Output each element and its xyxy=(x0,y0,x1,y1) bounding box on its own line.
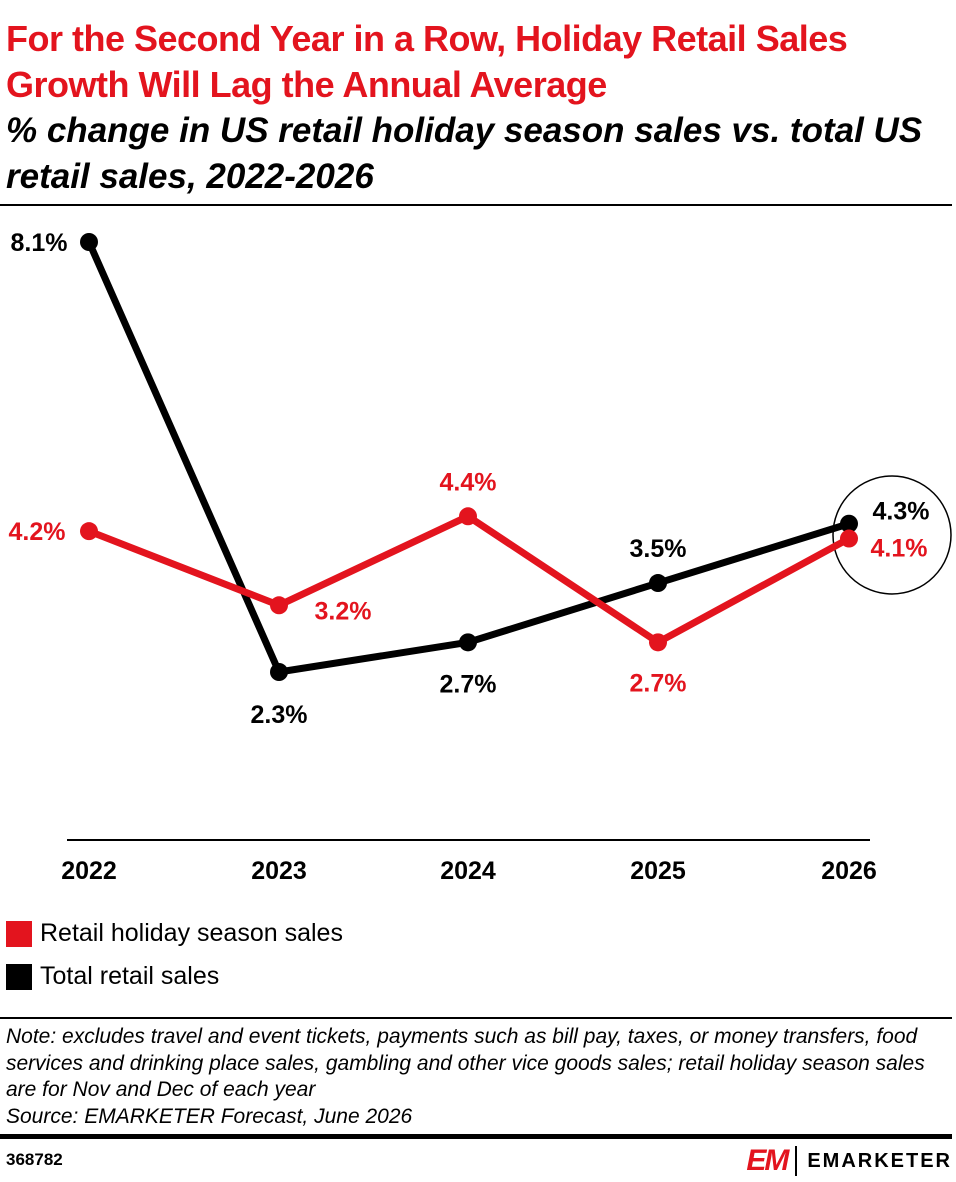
data-label-holiday-2022: 4.2% xyxy=(9,518,66,546)
legend-swatch-holiday xyxy=(6,920,32,947)
data-label-total-2022: 8.1% xyxy=(11,229,68,257)
chart-id: 368782 xyxy=(6,1150,63,1169)
legend-item-holiday: Retail holiday season sales xyxy=(6,912,343,955)
data-label-total-2026: 4.3% xyxy=(873,498,930,526)
x-tick-label-2022: 2022 xyxy=(61,857,117,885)
top-divider xyxy=(0,204,952,206)
point-total-2023 xyxy=(270,663,288,681)
data-label-holiday-2026: 4.1% xyxy=(871,535,928,563)
x-tick-label-2024: 2024 xyxy=(440,857,496,885)
footnote: Note: excludes travel and event tickets,… xyxy=(6,1024,950,1130)
highlight-circle xyxy=(832,475,952,595)
data-label-holiday-2023: 3.2% xyxy=(315,597,372,625)
x-tick-label-2026: 2026 xyxy=(821,857,877,885)
legend-swatch-total xyxy=(6,963,32,990)
series-line-total xyxy=(85,240,851,676)
series-line-holiday xyxy=(87,512,851,647)
brand-name: EMARKETER xyxy=(807,1149,952,1172)
brand-mark-icon: EM xyxy=(746,1144,789,1177)
footer-divider xyxy=(0,1017,952,1019)
line-chart: 2022 2023 2024 2025 2026 8.1% 2.3% 2.7% 3.5% 4.3… xyxy=(9,229,952,885)
brand-logo: EM EMARKETER xyxy=(746,1144,952,1178)
point-total-2025 xyxy=(649,574,667,593)
bottom-divider xyxy=(0,1134,952,1139)
point-holiday-2025 xyxy=(649,633,667,652)
data-label-total-2025: 3.5% xyxy=(630,535,687,563)
legend-item-total: Total retail sales xyxy=(6,955,343,998)
x-tick-label-2025: 2025 xyxy=(630,857,686,885)
data-label-total-2023: 2.3% xyxy=(251,701,308,729)
chart-subtitle: % change in US retail holiday season sal… xyxy=(6,111,923,196)
point-total-2024 xyxy=(459,633,477,652)
source-text: Source: EMARKETER Forecast, June 2026 xyxy=(6,1104,413,1128)
note-text: Note: excludes travel and event tickets,… xyxy=(6,1025,925,1101)
legend: Retail holiday season sales Total retail… xyxy=(6,912,343,998)
legend-label-holiday: Retail holiday season sales xyxy=(40,919,343,947)
x-tick-label-2023: 2023 xyxy=(251,857,307,885)
point-holiday-2023 xyxy=(270,596,288,615)
point-holiday-2024 xyxy=(459,507,477,526)
brand-separator xyxy=(795,1146,798,1176)
point-holiday-2022 xyxy=(80,522,98,541)
chart-title: For the Second Year in a Row, Holiday Re… xyxy=(6,18,848,105)
point-total-2022 xyxy=(80,233,98,251)
data-label-holiday-2025: 2.7% xyxy=(630,669,687,697)
data-label-total-2024: 2.7% xyxy=(440,670,497,698)
legend-label-total: Total retail sales xyxy=(40,962,220,990)
data-label-holiday-2024: 4.4% xyxy=(440,468,497,496)
point-holiday-2026 xyxy=(840,529,858,548)
point-total-2026 xyxy=(840,514,858,533)
